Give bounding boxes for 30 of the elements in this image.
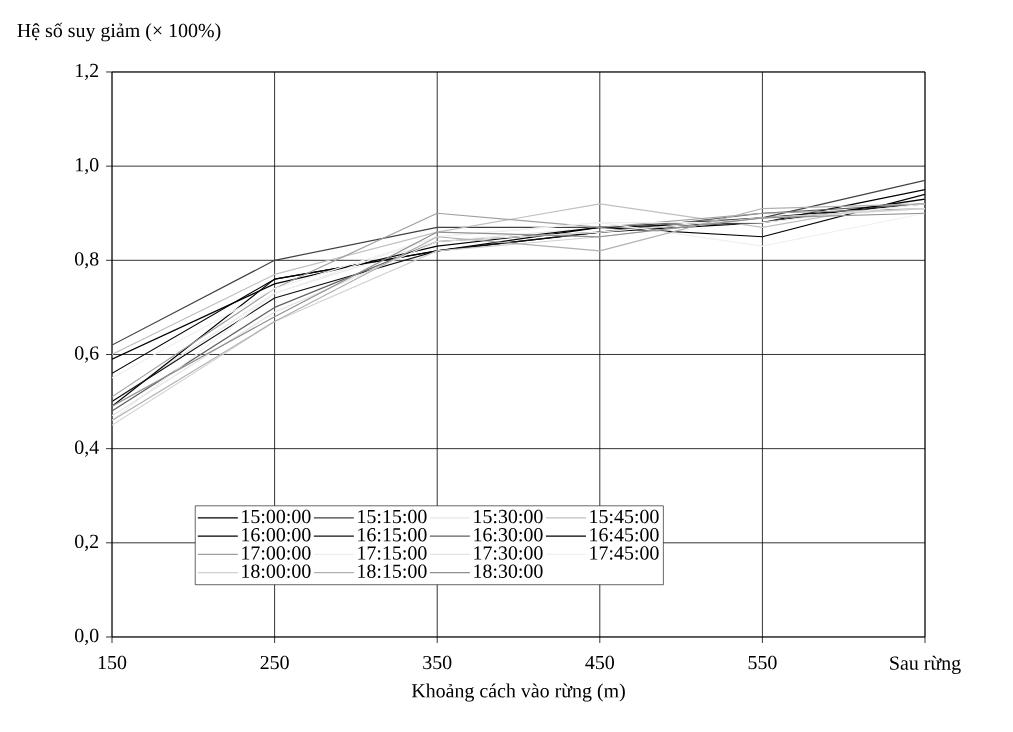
legend-label: 15:45:00	[590, 509, 659, 524]
x-tick-label: 150	[98, 655, 127, 670]
y-tick-label: 0,0	[75, 628, 99, 646]
legend-label: 16:15:00	[358, 528, 427, 542]
legend-label: 15:00:00	[242, 509, 311, 524]
legend-label: 16:45:00	[590, 528, 659, 542]
legend-label: 16:00:00	[242, 528, 311, 542]
legend-label: 17:15:00	[358, 546, 427, 560]
x-tick-label: Sau rừng	[890, 655, 961, 674]
x-tick-label: 350	[423, 655, 452, 670]
legend-label: 17:30:00	[474, 546, 543, 560]
legend-label: 17:00:00	[242, 546, 311, 560]
y-axis-title: Hệ số suy giảm (× 100%)	[17, 22, 221, 42]
legend-label: 16:30:00	[474, 528, 543, 542]
x-tick-label: 250	[260, 655, 289, 670]
legend-label: 18:15:00	[358, 564, 427, 579]
legend-label: 18:30:00	[474, 564, 543, 579]
x-tick-label: 550	[748, 655, 777, 670]
x-axis-title: Khoảng cách vào rừng (m)	[411, 683, 625, 702]
legend-label: 17:45:00	[590, 546, 659, 560]
legend-label: 15:30:00	[474, 509, 543, 524]
y-tick-label: 1,0	[76, 157, 99, 175]
x-tick-label: 450	[585, 655, 614, 670]
y-tick-label: 0,8	[75, 252, 99, 269]
y-tick-label: 0,6	[75, 346, 99, 363]
y-tick-label: 1,2	[76, 63, 99, 81]
y-tick-label: 0,2	[75, 534, 99, 551]
legend-label: 15:15:00	[358, 509, 427, 524]
legend-label: 18:00:00	[242, 564, 311, 579]
y-tick-label: 0,4	[75, 440, 99, 457]
